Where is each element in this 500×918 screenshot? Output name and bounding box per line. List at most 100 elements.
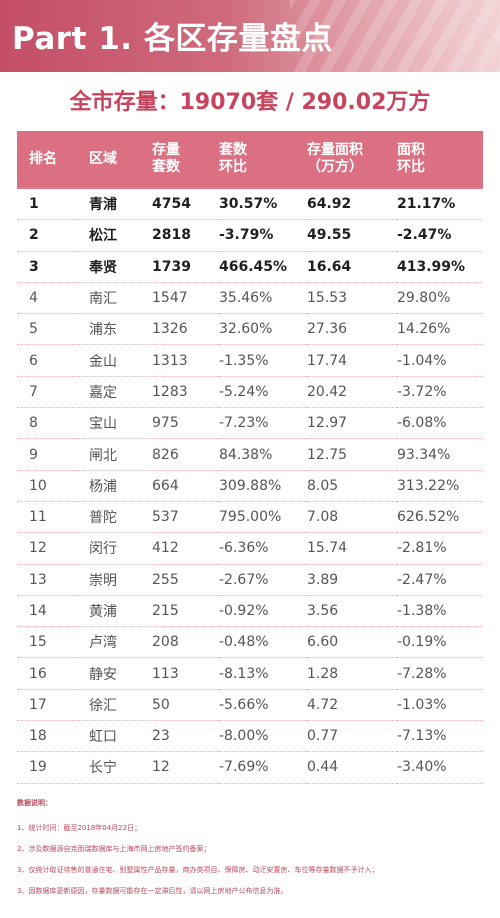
district-cell: 松江 [79, 219, 152, 252]
rank-cell: 5 [17, 313, 79, 346]
header-line: 环比 [219, 159, 247, 175]
header-district: 区域 [79, 131, 152, 188]
table-row: 14 黄浦 215 -0.92% 3.56 -1.38% [17, 595, 483, 628]
units-mom-cell: 32.60% [219, 313, 307, 346]
header-line: 存量 [152, 142, 180, 158]
stock-area-cell: 6.60 [307, 626, 397, 659]
units-mom-cell: 84.38% [219, 438, 307, 471]
stock-units-cell: 113 [152, 657, 219, 690]
area-mom-cell: -7.13% [397, 720, 483, 753]
header-line: 区域 [89, 150, 117, 167]
table-row: 4 南汇 1547 35.46% 15.53 29.80% [17, 282, 483, 315]
stock-units-cell: 23 [152, 720, 219, 753]
table-row: 10 杨浦 664 309.88% 8.05 313.22% [17, 470, 483, 502]
district-cell: 徐汇 [79, 689, 152, 722]
table-header-row: 排名 区域 存量 套数 套数 环比 存量面积 （万方） 面积 环比 [17, 131, 483, 188]
table-row: 6 金山 1313 -1.35% 17.74 -1.04% [17, 344, 483, 377]
rank-cell: 2 [17, 219, 79, 252]
table-row: 16 静安 113 -8.13% 1.28 -7.28% [17, 657, 483, 690]
rank-cell: 17 [17, 689, 79, 722]
district-cell: 闸北 [79, 438, 152, 471]
area-mom-cell: -1.03% [397, 689, 483, 722]
stock-area-cell: 7.08 [307, 501, 397, 534]
data-notes: 数据说明： 1、统计时间：截至2018年04月22日； 2、涉及数据源自克而瑞数… [17, 798, 487, 907]
table-row: 18 虹口 23 -8.00% 0.77 -7.13% [17, 720, 483, 753]
district-cell: 宝山 [79, 407, 152, 440]
header-line: 套数 [152, 159, 180, 175]
district-cell: 普陀 [79, 501, 152, 534]
district-cell: 金山 [79, 344, 152, 377]
rank-cell: 4 [17, 282, 79, 315]
table-row: 12 闵行 412 -6.36% 15.74 -2.81% [17, 532, 483, 565]
stock-area-cell: 0.44 [307, 751, 397, 784]
units-mom-cell: 795.00% [219, 501, 307, 534]
stock-units-cell: 255 [152, 564, 219, 596]
stock-area-cell: 17.74 [307, 344, 397, 377]
stock-area-cell: 27.36 [307, 313, 397, 346]
district-cell: 奉贤 [79, 251, 152, 283]
units-mom-cell: -8.13% [219, 657, 307, 690]
area-mom-cell: 413.99% [397, 251, 483, 283]
city-total-summary: 全市存量：19070套 / 290.02万方 [69, 90, 431, 115]
area-mom-cell: -7.28% [397, 657, 483, 690]
area-mom-cell: 626.52% [397, 501, 483, 534]
stock-area-cell: 12.97 [307, 407, 397, 440]
table-row: 9 闸北 826 84.38% 12.75 93.34% [17, 438, 483, 471]
units-mom-cell: -0.48% [219, 626, 307, 659]
stock-area-cell: 49.55 [307, 219, 397, 252]
header-line: 面积 [397, 142, 425, 158]
rank-cell: 18 [17, 720, 79, 753]
units-mom-cell: -8.00% [219, 720, 307, 753]
banner-decoration [290, 0, 500, 72]
district-cell: 嘉定 [79, 376, 152, 409]
district-cell: 南汇 [79, 282, 152, 315]
header-area-mom: 面积 环比 [397, 131, 483, 188]
area-mom-cell: -2.47% [397, 219, 483, 252]
note-item: 3、仅统计取证待售的普通住宅、别墅属性产品存量，商办类项目、保障房、动迁安置房、… [17, 866, 379, 874]
rank-cell: 11 [17, 501, 79, 534]
area-mom-cell: -3.72% [397, 376, 483, 409]
table-row: 15 卢湾 208 -0.48% 6.60 -0.19% [17, 626, 483, 659]
area-mom-cell: -1.38% [397, 595, 483, 628]
table-row: 7 嘉定 1283 -5.24% 20.42 -3.72% [17, 376, 483, 409]
stock-units-cell: 2818 [152, 219, 219, 252]
stock-area-cell: 15.53 [307, 282, 397, 315]
table-row: 3 奉贤 1739 466.45% 16.64 413.99% [17, 251, 483, 283]
units-mom-cell: -7.23% [219, 407, 307, 440]
units-mom-cell: 30.57% [219, 187, 307, 221]
table-row: 2 松江 2818 -3.79% 49.55 -2.47% [17, 219, 483, 252]
district-cell: 杨浦 [79, 470, 152, 502]
stock-units-cell: 664 [152, 470, 219, 502]
stock-units-cell: 412 [152, 532, 219, 565]
units-mom-cell: 466.45% [219, 251, 307, 283]
rank-cell: 1 [17, 187, 79, 221]
district-cell: 浦东 [79, 313, 152, 346]
table-row: 5 浦东 1326 32.60% 27.36 14.26% [17, 313, 483, 346]
rank-cell: 9 [17, 438, 79, 471]
notes-title: 数据说明： [17, 799, 52, 807]
rank-cell: 16 [17, 657, 79, 690]
stock-area-cell: 8.05 [307, 470, 397, 502]
header-rank: 排名 [17, 131, 79, 188]
units-mom-cell: -0.92% [219, 595, 307, 628]
stock-units-cell: 12 [152, 751, 219, 784]
district-cell: 闵行 [79, 532, 152, 565]
stock-area-cell: 64.92 [307, 187, 397, 221]
header-line: 存量面积 [307, 142, 363, 158]
stock-units-cell: 50 [152, 689, 219, 722]
area-mom-cell: -0.19% [397, 626, 483, 659]
district-cell: 黄浦 [79, 595, 152, 628]
rank-cell: 7 [17, 376, 79, 409]
table-row: 19 长宁 12 -7.69% 0.44 -3.40% [17, 751, 483, 784]
rank-cell: 3 [17, 251, 79, 283]
header-line: 环比 [397, 159, 425, 175]
note-item: 3、因数据库更新原因，存量数据可能存在一定滞后性，请以网上房地产公布信息为准。 [17, 887, 288, 895]
stock-units-cell: 975 [152, 407, 219, 440]
table-row: 1 青浦 4754 30.57% 64.92 21.17% [17, 187, 483, 221]
inventory-table: 排名 区域 存量 套数 套数 环比 存量面积 （万方） 面积 环比 1 青浦 4754 30.57% 64… [17, 131, 483, 784]
units-mom-cell: -6.36% [219, 532, 307, 565]
units-mom-cell: -5.66% [219, 689, 307, 722]
stock-area-cell: 1.28 [307, 657, 397, 690]
stock-units-cell: 4754 [152, 187, 219, 221]
area-mom-cell: 29.80% [397, 282, 483, 315]
